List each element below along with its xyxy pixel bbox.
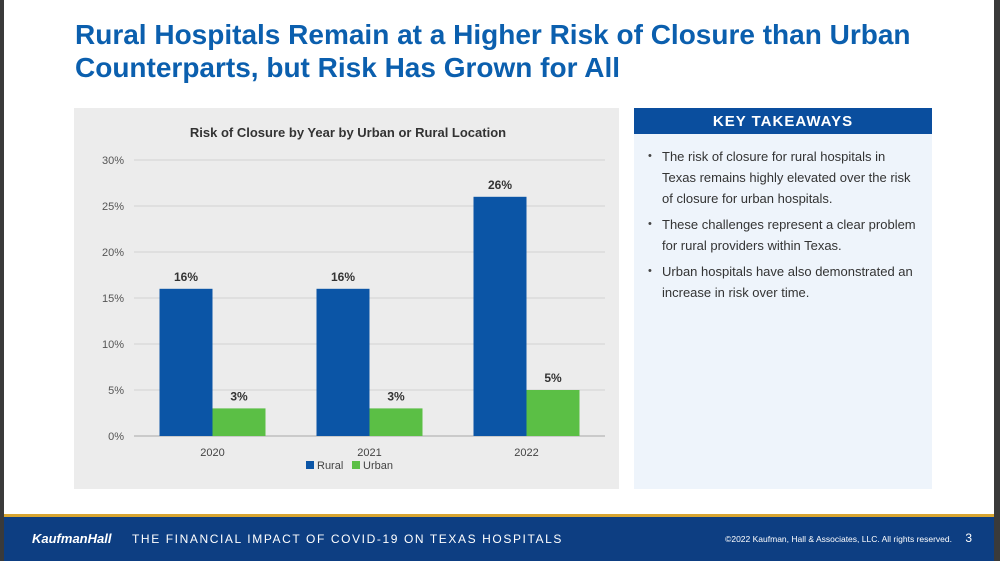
data-label: 3% xyxy=(230,389,248,403)
slide-title-line-1: Rural Hospitals Remain at a Higher Risk … xyxy=(75,19,911,50)
key-takeaways-header: KEY TAKEAWAYS xyxy=(634,108,932,134)
slide: Rural Hospitals Remain at a Higher Risk … xyxy=(4,0,994,561)
bar-rural xyxy=(316,288,370,436)
y-tick-label: 30% xyxy=(102,155,124,167)
bar-rural xyxy=(473,196,527,436)
legend-label: Urban xyxy=(363,460,393,472)
y-tick-label: 5% xyxy=(108,385,124,397)
y-tick-label: 25% xyxy=(102,201,124,213)
page-number: 3 xyxy=(965,531,972,545)
legend-swatch-rural xyxy=(306,461,314,469)
slide-title-line-2: Counterparts, but Risk Has Grown for All xyxy=(75,52,621,83)
data-label: 16% xyxy=(174,270,198,284)
legend-swatch-urban xyxy=(352,461,360,469)
y-tick-label: 15% xyxy=(102,293,124,305)
deck-title: THE FINANCIAL IMPACT OF COVID-19 ON TEXA… xyxy=(132,532,563,546)
takeaway-item: • Urban hospitals have also demonstrated … xyxy=(648,261,922,303)
data-label: 26% xyxy=(488,178,512,192)
copyright-notice: ©2022 Kaufman, Hall & Associates, LLC. A… xyxy=(725,534,952,544)
bullet-icon: • xyxy=(648,150,652,162)
takeaway-item: • The risk of closure for rural hospitals… xyxy=(648,146,922,209)
takeaway-item: • These challenges represent a clear prob… xyxy=(648,214,922,256)
bar-rural xyxy=(159,288,213,436)
data-label: 5% xyxy=(544,371,562,385)
takeaway-text: These challenges represent a clear probl… xyxy=(662,217,916,253)
takeaway-text: Urban hospitals have also demonstrated a… xyxy=(662,264,913,300)
x-tick-label: 2022 xyxy=(514,447,538,459)
x-tick-label: 2021 xyxy=(357,447,381,459)
bar-urban xyxy=(526,390,580,436)
bar-urban xyxy=(369,408,423,436)
y-tick-label: 0% xyxy=(108,431,124,443)
y-tick-label: 20% xyxy=(102,247,124,259)
y-tick-label: 10% xyxy=(102,339,124,351)
bullet-icon: • xyxy=(648,218,652,230)
footer-bar: KaufmanHall THE FINANCIAL IMPACT OF COVI… xyxy=(4,514,994,561)
key-takeaways-list: • The risk of closure for rural hospitals… xyxy=(634,134,932,303)
data-label: 3% xyxy=(387,389,405,403)
data-label: 16% xyxy=(331,270,355,284)
key-takeaways-panel: • The risk of closure for rural hospitals… xyxy=(634,134,932,489)
chart-panel: Risk of Closure by Year by Urban or Rura… xyxy=(74,108,619,489)
x-tick-label: 2020 xyxy=(200,447,224,459)
takeaway-text: The risk of closure for rural hospitals … xyxy=(662,149,911,206)
slide-title: Rural Hospitals Remain at a Higher Risk … xyxy=(75,18,955,84)
closure-risk-chart: Risk of Closure by Year by Urban or Rura… xyxy=(102,125,605,472)
chart-title: Risk of Closure by Year by Urban or Rura… xyxy=(190,125,506,140)
bullet-icon: • xyxy=(648,265,652,277)
bar-urban xyxy=(212,408,266,436)
kaufmanhall-logo: KaufmanHall xyxy=(32,531,112,546)
legend-label: Rural xyxy=(317,460,343,472)
